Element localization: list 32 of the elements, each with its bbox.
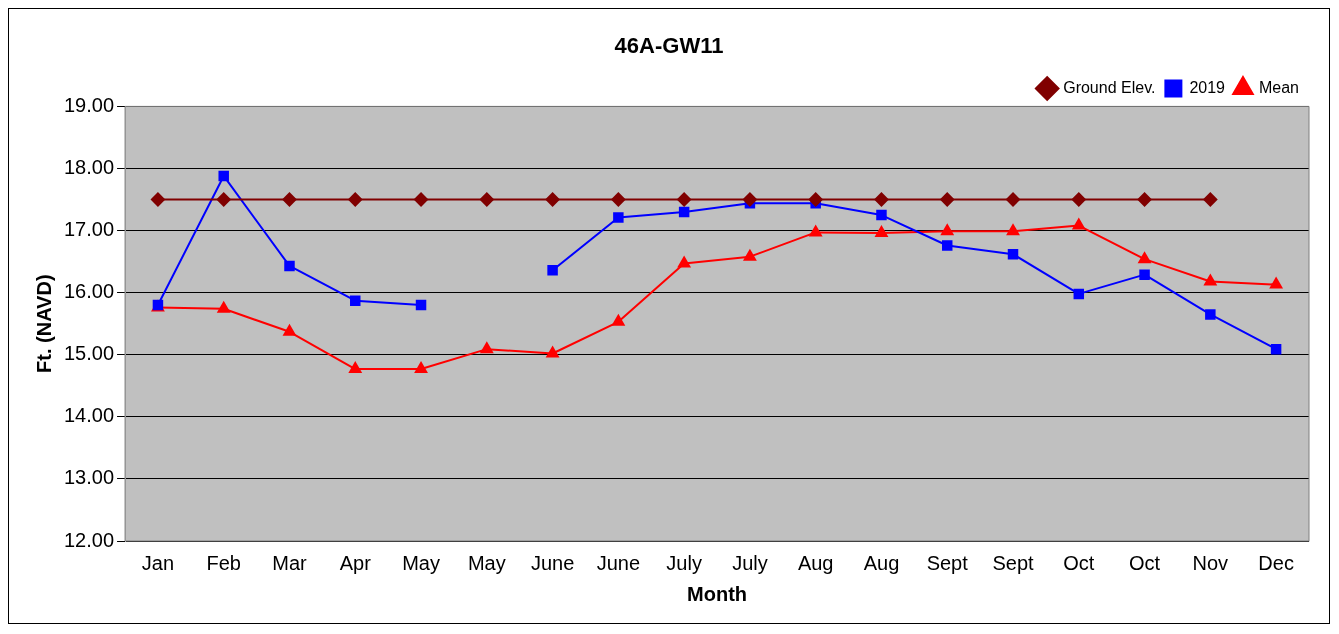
y-tick-label: 19.00 <box>63 93 115 116</box>
y-tick-label: 17.00 <box>63 218 115 241</box>
x-tick-label: June <box>530 551 575 574</box>
x-tick-label: Aug <box>797 551 834 574</box>
x-tick-label: July <box>666 551 702 574</box>
legend-label: Mean <box>1258 78 1300 96</box>
y-tick-label: 12.00 <box>63 528 115 551</box>
x-tick-label: May <box>402 551 440 574</box>
y-tick-label: 16.00 <box>63 280 115 303</box>
y-tick-label: 18.00 <box>63 156 115 178</box>
y-axis-title: Ft. (NAVD) <box>32 274 55 373</box>
x-tick-label: Mar <box>272 551 308 574</box>
x-tick-label: Aug <box>863 551 900 574</box>
x-tick-label: Jan <box>141 551 175 574</box>
x-tick-label: Sept <box>926 551 969 574</box>
x-tick-label: June <box>596 551 641 574</box>
x-tick-label: May <box>467 551 506 574</box>
x-tick-label: Nov <box>1192 551 1229 574</box>
y-tick-label: 15.00 <box>63 342 115 365</box>
x-tick-label: Feb <box>206 551 241 574</box>
x-tick-label: Oct <box>1129 551 1161 574</box>
y-tick-label: 13.00 <box>63 466 115 489</box>
x-tick-label: July <box>732 551 768 574</box>
x-tick-label: Apr <box>339 551 372 574</box>
x-axis-title: Month <box>687 582 748 605</box>
x-tick-label: Oct <box>1063 551 1095 574</box>
chart-title: 46A-GW11 <box>614 33 724 59</box>
x-tick-label: Sept <box>992 551 1035 574</box>
x-tick-label: Dec <box>1258 551 1294 574</box>
y-tick-label: 14.00 <box>63 404 115 427</box>
legend-label: Ground Elev. <box>1063 78 1156 96</box>
legend-label: 2019 <box>1189 78 1226 96</box>
